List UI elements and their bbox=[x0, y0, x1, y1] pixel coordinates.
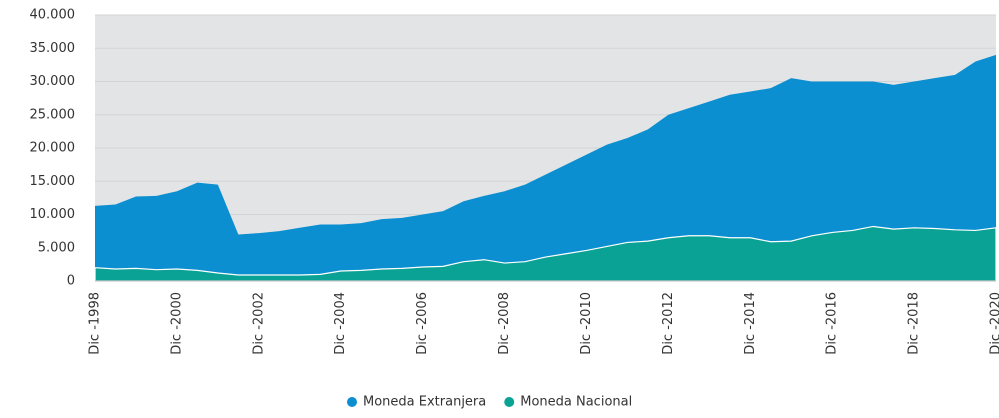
y-tick-label: 25.000 bbox=[30, 107, 76, 122]
y-tick-label: 35.000 bbox=[30, 41, 76, 56]
x-tick-label: Dic -2016 bbox=[825, 292, 840, 355]
legend-label: Moneda Extranjera bbox=[363, 395, 486, 410]
x-tick-label: Dic -2010 bbox=[579, 292, 594, 355]
x-tick-label: Dic -2006 bbox=[415, 292, 430, 355]
y-tick-label: 20.000 bbox=[30, 141, 76, 156]
x-tick-label: Dic -2014 bbox=[743, 292, 758, 355]
x-tick-label: Dic -2020 bbox=[989, 292, 999, 355]
x-tick-label: Dic -2002 bbox=[251, 292, 266, 355]
x-tick-label: Dic -2000 bbox=[169, 292, 184, 355]
x-tick-label: Dic -2008 bbox=[497, 292, 512, 355]
y-tick-label: 10.000 bbox=[30, 207, 76, 222]
x-tick-label: Dic -2012 bbox=[661, 292, 676, 355]
y-tick-label: 40.000 bbox=[30, 8, 76, 23]
legend-marker bbox=[504, 397, 514, 407]
legend-marker bbox=[347, 397, 357, 407]
x-tick-label: Dic -1998 bbox=[88, 292, 103, 355]
y-tick-label: 5.000 bbox=[38, 240, 75, 255]
x-tick-label: Dic -2004 bbox=[333, 292, 348, 355]
y-tick-label: 0 bbox=[67, 274, 75, 289]
y-tick-label: 15.000 bbox=[30, 174, 76, 189]
legend-label: Moneda Nacional bbox=[520, 395, 632, 410]
x-tick-label: Dic -2018 bbox=[907, 292, 922, 355]
y-tick-label: 30.000 bbox=[30, 74, 76, 89]
